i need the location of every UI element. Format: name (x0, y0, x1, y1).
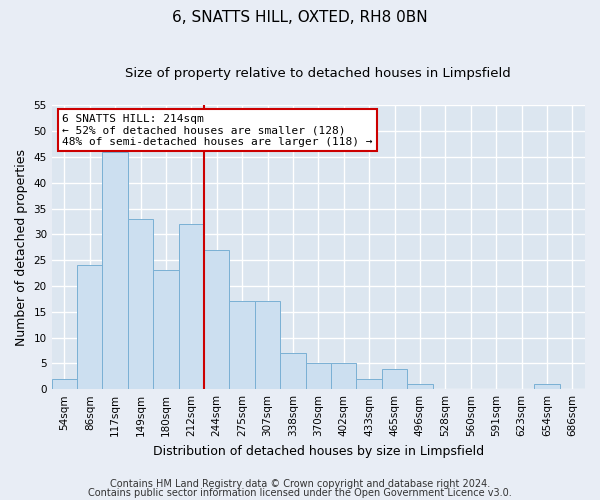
Bar (128, 219, 153, 389)
Title: Size of property relative to detached houses in Limpsfield: Size of property relative to detached ho… (125, 68, 511, 80)
Bar (407, 384, 433, 389)
Bar (331, 364, 356, 389)
X-axis label: Distribution of detached houses by size in Limpsfield: Distribution of detached houses by size … (153, 444, 484, 458)
Bar (356, 379, 382, 389)
Bar (255, 302, 280, 389)
Text: Contains HM Land Registry data © Crown copyright and database right 2024.: Contains HM Land Registry data © Crown c… (110, 479, 490, 489)
Bar (179, 224, 204, 389)
Bar (382, 368, 407, 389)
Text: 6 SNATTS HILL: 214sqm
← 52% of detached houses are smaller (128)
48% of semi-det: 6 SNATTS HILL: 214sqm ← 52% of detached … (62, 114, 373, 147)
Bar (229, 302, 255, 389)
Y-axis label: Number of detached properties: Number of detached properties (15, 148, 28, 346)
Bar (153, 270, 179, 389)
Bar (280, 353, 305, 389)
Bar (534, 384, 560, 389)
Bar (77, 266, 103, 389)
Bar (52, 379, 77, 389)
Text: 6, SNATTS HILL, OXTED, RH8 0BN: 6, SNATTS HILL, OXTED, RH8 0BN (172, 10, 428, 25)
Bar (305, 364, 331, 389)
Text: Contains public sector information licensed under the Open Government Licence v3: Contains public sector information licen… (88, 488, 512, 498)
Bar (103, 152, 128, 389)
Bar (204, 250, 229, 389)
